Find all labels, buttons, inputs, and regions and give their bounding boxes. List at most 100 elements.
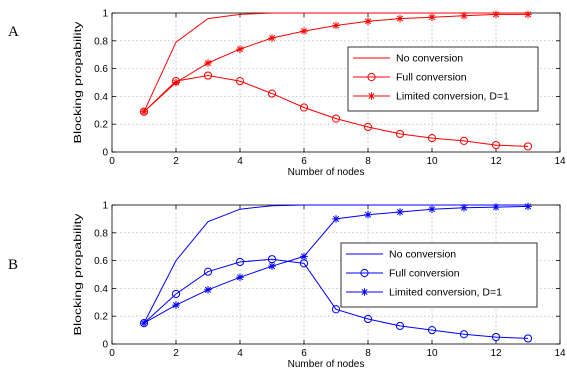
legend-label: Full conversion — [396, 72, 467, 84]
data-point-marker — [460, 203, 468, 212]
x-tick-label: 4 — [237, 156, 243, 167]
y-tick-label: 0.4 — [94, 92, 108, 103]
panel-letter: A — [8, 24, 19, 40]
data-point-marker — [268, 34, 276, 42]
legend-label: Limited conversion, D=1 — [396, 91, 509, 103]
data-point-marker — [300, 27, 308, 35]
legend: No conversion Full conversion Limited conv… — [340, 242, 538, 308]
y-tick-label: 1 — [102, 201, 108, 212]
chart-panel-a: A 0 2 4 6 8 10 12 14 0 0.2 0.4 0.6 0.8 1 Number of node… — [8, 9, 566, 179]
data-point-marker — [331, 305, 341, 314]
legend: No conversion Full conversion Limited conv… — [347, 46, 539, 112]
legend-label: No conversion — [389, 249, 456, 261]
data-point-marker — [363, 122, 373, 132]
y-tick-label: 1 — [102, 9, 108, 20]
data-point-marker — [492, 203, 500, 211]
x-tick-label: 6 — [301, 156, 307, 167]
data-point-marker — [428, 205, 436, 213]
x-axis-label: Number of nodes — [288, 359, 365, 370]
data-point-marker — [267, 89, 277, 98]
chart-panel-b: B 0 2 4 6 8 10 12 14 0 0.2 0.4 0.6 0.8 1 Number of node… — [8, 201, 566, 371]
data-point-marker — [523, 142, 533, 151]
x-tick-label: 14 — [554, 156, 566, 167]
legend-label: Full conversion — [389, 268, 460, 280]
data-point-marker — [428, 13, 436, 21]
x-tick-label: 8 — [365, 348, 371, 359]
y-tick-label: 0 — [102, 148, 108, 159]
y-tick-label: 0.2 — [94, 120, 108, 131]
data-point-marker — [203, 267, 213, 276]
x-tick-label: 10 — [426, 348, 438, 359]
panel-letter: B — [8, 257, 18, 273]
series-limited-conversion-d-1 — [140, 10, 532, 116]
x-tick-label: 12 — [490, 156, 502, 167]
data-point-marker — [364, 210, 372, 219]
data-point-marker — [364, 17, 372, 26]
data-point-marker — [332, 21, 340, 30]
x-tick-label: 14 — [554, 348, 566, 359]
legend-marker — [367, 92, 376, 100]
data-point-marker — [427, 326, 437, 335]
data-point-marker — [203, 71, 213, 80]
y-tick-label: 0.8 — [94, 228, 108, 239]
data-point-marker — [235, 257, 245, 267]
x-tick-label: 2 — [173, 348, 179, 359]
data-point-marker — [140, 107, 148, 116]
data-point-marker — [492, 10, 500, 19]
data-point-marker — [460, 11, 468, 20]
data-point-marker — [524, 202, 532, 211]
data-point-marker — [331, 114, 341, 123]
data-point-marker — [427, 134, 437, 143]
legend-marker — [360, 288, 369, 296]
x-tick-label: 2 — [173, 156, 179, 167]
x-tick-label: 12 — [490, 348, 502, 359]
x-tick-label: 0 — [109, 156, 115, 167]
data-point-marker — [395, 321, 405, 331]
data-point-marker — [524, 10, 532, 19]
series-limited-conversion-d-1 — [140, 202, 532, 327]
y-tick-label: 0.4 — [94, 284, 108, 295]
data-point-marker — [268, 262, 276, 270]
data-point-marker — [363, 314, 373, 324]
y-axis-label: Blocking propability — [73, 22, 84, 144]
data-point-marker — [491, 140, 501, 150]
data-point-marker — [204, 285, 212, 294]
data-point-marker — [396, 14, 404, 23]
x-tick-label: 0 — [109, 348, 115, 359]
data-point-marker — [523, 334, 533, 343]
data-point-marker — [299, 103, 309, 112]
data-point-marker — [459, 136, 469, 145]
y-tick-label: 0.8 — [94, 36, 108, 47]
data-point-marker — [491, 332, 501, 342]
data-point-marker — [172, 78, 180, 87]
y-tick-label: 0.6 — [94, 256, 108, 267]
data-point-marker — [459, 330, 469, 339]
x-tick-label: 10 — [426, 156, 438, 167]
data-point-marker — [332, 215, 340, 223]
x-axis-label: Number of nodes — [288, 167, 365, 178]
legend-label: Limited conversion, D=1 — [389, 287, 502, 299]
data-point-marker — [140, 319, 148, 327]
data-point-marker — [236, 273, 244, 282]
y-tick-label: 0.6 — [94, 64, 108, 75]
x-tick-label: 6 — [301, 348, 307, 359]
series-line — [143, 74, 529, 147]
data-point-marker — [236, 45, 244, 53]
legend-marker — [360, 268, 369, 278]
y-tick-label: 0 — [102, 340, 108, 351]
x-tick-label: 4 — [237, 348, 243, 359]
data-point-marker — [395, 129, 405, 139]
legend-marker — [367, 72, 376, 82]
data-point-marker — [172, 301, 180, 309]
data-point-marker — [396, 208, 404, 216]
series-full-conversion — [139, 71, 533, 151]
data-point-marker — [300, 252, 308, 261]
x-tick-label: 8 — [365, 156, 371, 167]
legend-label: No conversion — [396, 53, 463, 65]
series-line — [143, 258, 529, 339]
y-tick-label: 0.2 — [94, 312, 108, 323]
data-point-marker — [171, 289, 181, 299]
data-point-marker — [235, 77, 245, 86]
y-axis-label: Blocking propability — [73, 214, 84, 336]
